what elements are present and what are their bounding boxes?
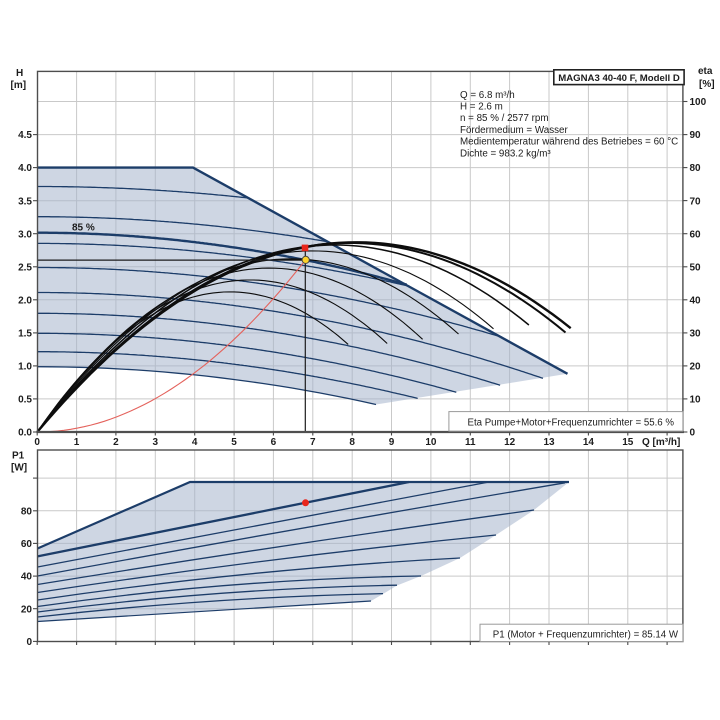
svg-text:Dichte = 983.2 kg/m³: Dichte = 983.2 kg/m³: [460, 148, 551, 159]
svg-text:eta: eta: [698, 66, 713, 77]
svg-text:[W]: [W]: [11, 463, 27, 474]
svg-text:90: 90: [690, 130, 702, 141]
svg-text:4.5: 4.5: [18, 130, 32, 141]
svg-text:H = 2.6 m: H = 2.6 m: [460, 102, 503, 113]
svg-text:80: 80: [690, 163, 702, 174]
svg-text:Eta Pumpe+Motor+Frequenzumrich: Eta Pumpe+Motor+Frequenzumrichter = 55.6…: [467, 418, 674, 429]
svg-text:4: 4: [192, 437, 198, 448]
svg-text:P1 (Motor + Frequenzumrichter): P1 (Motor + Frequenzumrichter) = 85.14 W: [493, 630, 679, 641]
svg-text:n = 85 % / 2577 rpm: n = 85 % / 2577 rpm: [460, 113, 549, 124]
svg-text:30: 30: [690, 328, 702, 339]
svg-text:2: 2: [113, 437, 119, 448]
svg-text:P1: P1: [12, 451, 25, 462]
svg-text:6: 6: [271, 437, 277, 448]
svg-text:11: 11: [465, 437, 476, 448]
svg-text:70: 70: [690, 196, 702, 207]
svg-text:Q = 6.8 m³/h: Q = 6.8 m³/h: [460, 90, 515, 101]
svg-text:15: 15: [622, 437, 634, 448]
svg-text:40: 40: [21, 572, 33, 583]
svg-text:3: 3: [153, 437, 159, 448]
svg-text:MAGNA3 40-40 F, Modell D: MAGNA3 40-40 F, Modell D: [558, 73, 680, 84]
svg-text:10: 10: [690, 395, 702, 406]
svg-text:14: 14: [583, 437, 595, 448]
svg-text:3.0: 3.0: [18, 229, 32, 240]
svg-text:0: 0: [26, 637, 32, 648]
svg-text:Fördermedium = Wasser: Fördermedium = Wasser: [460, 125, 568, 136]
svg-text:100: 100: [690, 97, 707, 108]
svg-text:7: 7: [310, 437, 316, 448]
svg-text:2.5: 2.5: [18, 262, 32, 273]
svg-text:Q [m³/h]: Q [m³/h]: [642, 437, 680, 448]
svg-text:8: 8: [349, 437, 355, 448]
svg-text:Medientemperatur während des B: Medientemperatur während des Betriebes =…: [460, 137, 678, 148]
svg-text:1: 1: [74, 437, 80, 448]
svg-text:50: 50: [690, 262, 702, 273]
svg-text:80: 80: [21, 506, 33, 517]
svg-text:20: 20: [21, 604, 33, 615]
svg-text:0: 0: [690, 428, 696, 439]
svg-text:0.5: 0.5: [18, 395, 32, 406]
svg-text:H: H: [16, 68, 23, 79]
svg-text:[m]: [m]: [11, 80, 27, 91]
svg-text:20: 20: [690, 362, 702, 373]
svg-text:60: 60: [21, 539, 33, 550]
svg-text:85 %: 85 %: [72, 223, 95, 234]
svg-text:4.0: 4.0: [18, 163, 32, 174]
svg-text:5: 5: [231, 437, 237, 448]
svg-text:10: 10: [425, 437, 437, 448]
svg-text:60: 60: [690, 229, 702, 240]
svg-text:12: 12: [504, 437, 516, 448]
svg-text:3.5: 3.5: [18, 196, 32, 207]
svg-text:0: 0: [34, 437, 40, 448]
svg-text:[%]: [%]: [699, 79, 715, 90]
svg-text:9: 9: [389, 437, 395, 448]
svg-text:40: 40: [690, 295, 702, 306]
svg-text:1.0: 1.0: [18, 362, 32, 373]
svg-text:2.0: 2.0: [18, 295, 32, 306]
svg-text:1.5: 1.5: [18, 328, 32, 339]
svg-text:13: 13: [543, 437, 555, 448]
svg-text:0.0: 0.0: [18, 428, 32, 439]
